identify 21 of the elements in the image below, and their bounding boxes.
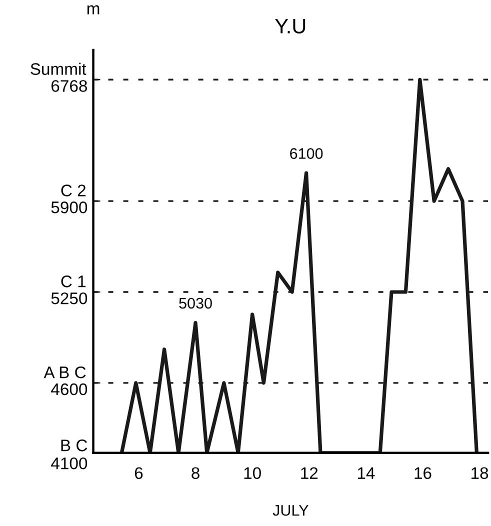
ref-line-label: A B C [44,366,86,378]
y-axis-title: m [87,5,100,14]
y-tick-label: 5250 [51,292,88,304]
y-tick-label: B C 4100 [51,440,88,470]
x-tick-label: 10 [244,467,261,480]
ref-line-label: C 1 [61,276,86,288]
x-tick-label: 14 [358,467,375,479]
annotation: 5030 [179,298,212,309]
chart-title: Y.U [275,18,306,34]
x-tick-label: 6 [134,467,143,480]
x-tick-label: 16 [414,467,432,480]
x-tick-label: 12 [301,467,318,479]
x-axis-title: JULY [272,505,308,516]
y-tick-label: 5900 [51,202,88,214]
y-tick-label: 4600 [51,383,88,396]
ref-line-label: C 2 [61,184,86,196]
ref-line-label: Summit [30,62,86,75]
annotation: 6100 [290,148,323,159]
x-tick-label: 18 [472,467,488,480]
x-tick-label: 8 [192,467,200,480]
y-tick-label: 6768 [52,80,88,92]
